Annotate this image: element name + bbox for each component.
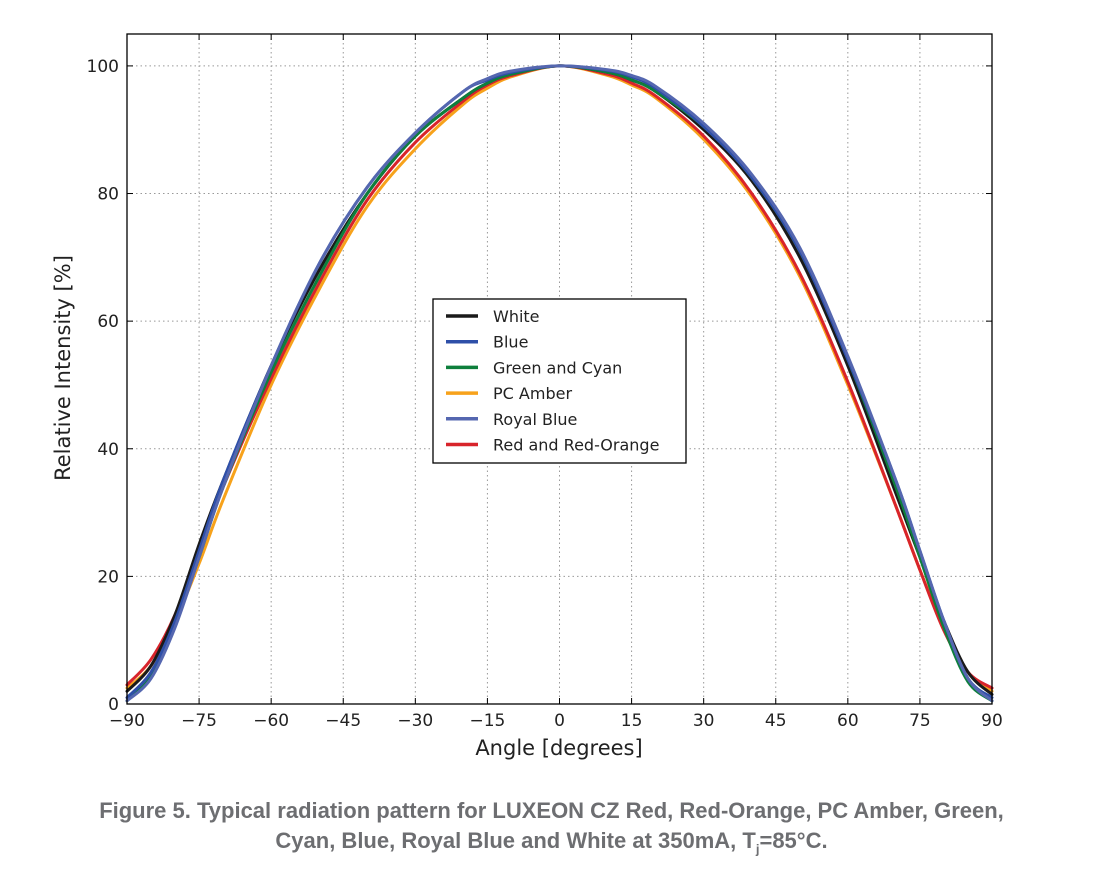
x-tick-label: 30 xyxy=(693,711,715,731)
x-tick-label: −90 xyxy=(109,711,145,731)
x-tick-label: 45 xyxy=(765,711,787,731)
y-tick-label: 80 xyxy=(97,185,119,205)
x-tick-label: −15 xyxy=(469,711,505,731)
x-tick-label: 60 xyxy=(837,711,859,731)
radiation-pattern-chart: −90 −75 −60 −45 −30 −15 0 15 30 45 60 75 90 0 20 40 60 8… xyxy=(51,33,1003,760)
figure-caption-line-1: Figure 5. Typical radiation pattern for … xyxy=(99,798,1004,823)
series-line-royal-blue xyxy=(125,64,994,703)
caption-line-2-suffix: =85°C. xyxy=(759,828,828,853)
x-tick-label: −30 xyxy=(397,711,433,731)
x-tick-label: 90 xyxy=(981,711,1003,731)
axis-ticks xyxy=(126,34,993,705)
y-tick-label: 100 xyxy=(87,57,119,77)
legend: White Blue Green and Cyan PC Amber Royal Blu… xyxy=(432,298,687,464)
legend-label-green-and-cyan: Green and Cyan xyxy=(493,358,622,377)
x-tick-label: 75 xyxy=(909,711,931,731)
caption-line-2-text: Cyan, Blue, Royal Blue and White at 350m… xyxy=(275,828,756,853)
y-axis-label: Relative Intensity [%] xyxy=(51,255,75,481)
legend-label-royal-blue: Royal Blue xyxy=(493,410,577,429)
y-tick-labels: 0 20 40 60 80 100 xyxy=(87,57,119,715)
legend-label-blue: Blue xyxy=(493,333,528,352)
x-tick-labels: −90 −75 −60 −45 −30 −15 0 15 30 45 60 75 90 xyxy=(109,711,1003,731)
series-lines xyxy=(125,64,994,703)
figure-caption-line-2: Cyan, Blue, Royal Blue and White at 350m… xyxy=(0,826,1103,864)
x-axis-label: Angle [degrees] xyxy=(475,736,642,760)
x-tick-label: −75 xyxy=(181,711,217,731)
legend-label-pc-amber: PC Amber xyxy=(493,384,572,403)
x-tick-label: −45 xyxy=(325,711,361,731)
caption-subscript: j xyxy=(755,841,760,857)
x-tick-label: 0 xyxy=(554,711,565,731)
y-tick-label: 0 xyxy=(108,695,119,715)
y-tick-label: 20 xyxy=(97,567,119,587)
y-tick-label: 60 xyxy=(97,312,119,332)
y-tick-label: 40 xyxy=(97,440,119,460)
legend-box xyxy=(432,298,687,464)
x-tick-label: −60 xyxy=(253,711,289,731)
legend-label-red-and-red-orange: Red and Red-Orange xyxy=(493,436,659,455)
x-tick-label: 15 xyxy=(621,711,643,731)
legend-label-white: White xyxy=(493,307,540,326)
